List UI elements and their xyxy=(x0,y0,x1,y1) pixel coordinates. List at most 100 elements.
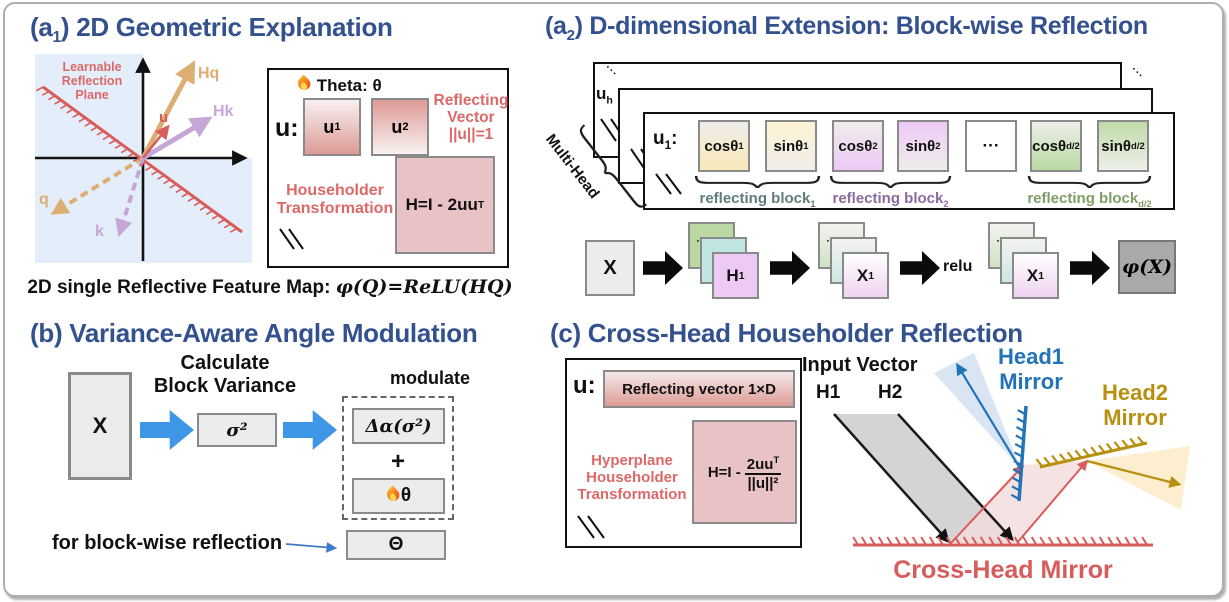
delta-alpha-box: Δα(σ²) xyxy=(352,408,445,444)
h1-sub: 1 xyxy=(738,269,745,282)
theta-output-text: Θ xyxy=(388,534,404,555)
hatch-tick xyxy=(962,536,970,546)
cos-theta2-block: cosθ 2 xyxy=(832,120,884,172)
sin-theta1-text: sinθ xyxy=(773,137,804,155)
hatch-tick xyxy=(1039,536,1046,546)
reflecting-block1-text: reflecting block xyxy=(699,190,811,207)
head2-label-line2: Mirror xyxy=(1103,405,1167,430)
delta-alpha-text: Δα(σ²) xyxy=(365,415,432,437)
sin-theta2-block: sinθ 2 xyxy=(897,120,949,172)
calc-label-line1: Calculate xyxy=(180,352,270,374)
hatch-tick xyxy=(35,86,44,92)
hq-vector-arrow xyxy=(140,60,196,160)
a1-caption: 2D single Reflective Feature Map: φ(Q)=R… xyxy=(25,276,515,299)
h1-input-arrow xyxy=(833,413,950,544)
input-beam-band xyxy=(834,414,1014,543)
hatch-tick xyxy=(1043,456,1051,465)
hatch-tick xyxy=(205,209,214,216)
hatch-tick xyxy=(1064,536,1072,546)
a1-caption-text: 2D single Reflective Feature Map: xyxy=(27,277,336,298)
cos-theta1-text: cosθ xyxy=(704,137,739,155)
brace-block1 xyxy=(694,176,821,188)
h1-text: H xyxy=(726,265,739,285)
x1-stack2-sub: 1 xyxy=(1038,269,1045,282)
panel-a1-title: (a1) 2D Geometric Explanation xyxy=(30,12,393,47)
hatch-tick xyxy=(1014,451,1023,458)
reflecting-vector-label: Reflecting Vector ||u||=1 xyxy=(431,92,511,143)
hatch-tick xyxy=(945,536,953,546)
hyperplane-line3: Transformation xyxy=(577,486,687,503)
hatch-tick xyxy=(1016,417,1026,424)
hatch-tick xyxy=(78,117,86,123)
hatch-tick xyxy=(1107,536,1114,546)
reflecting-vector-box-text: Reflecting vector 1×D xyxy=(622,380,776,398)
theta-heading: Theta: θ xyxy=(297,76,382,96)
reflecting-block3-sub: d/2 xyxy=(1138,199,1152,209)
cos-theta1-block: cosθ 1 xyxy=(698,120,750,172)
c-info-box: u: Reflecting vector 1×D Hyperplane Hous… xyxy=(565,358,802,548)
head1-beam xyxy=(934,353,1021,469)
sin-theta-d2-block: sinθ d/2 xyxy=(1097,120,1149,172)
hatch-tick xyxy=(937,536,944,546)
u1-row-label-colon: : xyxy=(671,128,678,149)
sigma-box: σ² xyxy=(197,413,277,447)
hatch-tick xyxy=(169,183,177,189)
hatch-tick xyxy=(175,187,183,194)
hatch-tick xyxy=(860,536,868,546)
cos-theta-d2-block: cosθ d/2 xyxy=(1030,120,1082,172)
hatch-tick xyxy=(126,152,135,158)
hatch-tick xyxy=(971,536,978,546)
c-formula-num: 2uu xyxy=(746,456,774,473)
panel-a1-title-sub: 1 xyxy=(52,29,62,47)
hatch-tick xyxy=(1105,442,1114,452)
cos-theta2-text: cosθ xyxy=(838,137,873,155)
reflected-arrow-2 xyxy=(1016,459,1089,544)
hatch-tick xyxy=(1121,439,1129,448)
panel-c-title: (c) Cross-Head Householder Reflection xyxy=(550,318,1023,348)
panel-b-title: (b) Variance-Aware Angle Modulation xyxy=(30,318,478,348)
hatch-tick xyxy=(199,205,208,211)
panel-a2-title: (a2) D-dimensional Extension: Block-wise… xyxy=(545,12,1148,44)
reflecting-vector-line3: ||u||=1 xyxy=(448,126,494,143)
panel-a2-title-pre: (a xyxy=(545,12,567,40)
brace-block2 xyxy=(829,176,952,188)
cos-theta2-sub: 2 xyxy=(872,140,878,152)
hatch-tick xyxy=(1141,536,1148,546)
hatch-tick xyxy=(1005,536,1012,546)
hatch-tick xyxy=(1047,536,1055,546)
b-x-text: X xyxy=(92,413,108,438)
double-slash-mark-front xyxy=(655,173,682,195)
head2-label-line1: Head2 xyxy=(1101,380,1169,405)
head2-mirror-label: Head2 Mirror xyxy=(1088,380,1182,430)
reflecting-vector-line2: Vector xyxy=(447,109,495,126)
cos-theta1-sub: 1 xyxy=(738,140,744,152)
panel-a2-title-sub: 2 xyxy=(566,27,575,44)
pipeline-x-box: X xyxy=(585,240,635,296)
plane-label-line2: Reflection xyxy=(62,74,122,88)
hatch-tick xyxy=(1013,536,1021,546)
hatch-tick xyxy=(869,536,876,546)
hatch-tick xyxy=(132,156,141,163)
householder-line1: Householder xyxy=(286,182,384,199)
householder-line2: Transformation xyxy=(276,200,394,217)
input-vector-label: Input Vector xyxy=(802,354,918,376)
reflecting-block2-text: reflecting block xyxy=(832,190,944,207)
pipeline-x-text: X xyxy=(603,256,617,279)
hk-vector-arrow xyxy=(141,116,213,161)
hatch-tick xyxy=(1098,444,1106,453)
panel-a2-title-rest: ) D-dimensional Extension: Block-wise Re… xyxy=(574,12,1149,40)
u1-block-sub: 1 xyxy=(334,121,341,133)
sin-theta1-sub: 1 xyxy=(803,140,809,152)
hatch-tick xyxy=(84,121,92,127)
cos-theta-d2-sub: d/2 xyxy=(1066,140,1080,152)
reflecting-block1-label: reflecting block1 xyxy=(694,190,821,209)
sin-theta2-text: sinθ xyxy=(905,137,936,155)
hatch-tick xyxy=(1115,536,1123,546)
hatch-tick xyxy=(979,536,987,546)
reflecting-block3-label: reflecting blockd/2 xyxy=(1027,190,1152,209)
modulate-dashed-box xyxy=(342,396,454,520)
